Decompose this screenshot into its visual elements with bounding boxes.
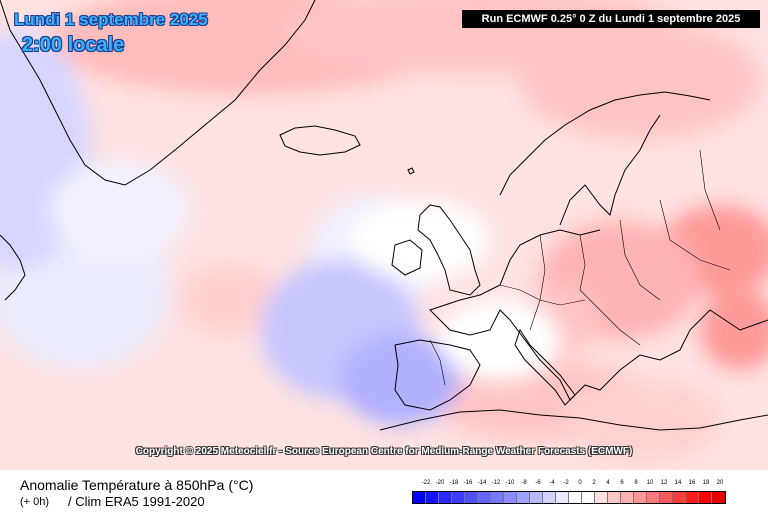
anomaly-field: [0, 0, 768, 460]
legend-label: -14: [477, 480, 487, 486]
north-africa-coast: [379, 409, 768, 431]
iberia-coast: [394, 339, 481, 411]
legend-swatch: [608, 492, 621, 503]
legend-swatch: [517, 492, 530, 503]
legend-swatch: [413, 492, 426, 503]
legend-swatch: [712, 492, 725, 503]
legend-label: 20: [716, 480, 724, 486]
iceland-coast: [279, 125, 361, 156]
legend-label: 2: [592, 480, 596, 486]
legend-label: 14: [674, 480, 682, 486]
legend-label: 18: [702, 480, 710, 486]
legend-label: -18: [449, 480, 459, 486]
map-canvas: [0, 0, 768, 470]
legend-labels: -22 -20 -18 -16 -14 -12 -10 -8 -6 -4 -2 0 2 4 6 8 10 12 14…: [412, 480, 752, 490]
legend-label: -4: [549, 480, 555, 486]
continental-coast: [429, 229, 768, 401]
legend-swatch: [426, 492, 439, 503]
legend-label: 0: [578, 480, 582, 486]
legend-label: 16: [688, 480, 696, 486]
legend-swatch: [595, 492, 608, 503]
ireland-coast: [391, 239, 423, 276]
forecast-date: Lundi 1 septembre 2025: [14, 10, 208, 29]
legend-label: -6: [535, 480, 541, 486]
footer: Anomalie Température à 850hPa (°C) (+ 0h…: [0, 470, 768, 512]
climatology-label: / Clim ERA5 1991-2020: [68, 494, 205, 509]
map-title: Anomalie Température à 850hPa (°C): [20, 477, 254, 493]
legend-label: -16: [463, 480, 473, 486]
legend-label: 10: [646, 480, 654, 486]
copyright-notice: Copyright © 2025 Meteociel.fr - Source E…: [135, 446, 633, 457]
legend-label: 12: [660, 480, 668, 486]
legend-swatch: [452, 492, 465, 503]
legend-swatch: [543, 492, 556, 503]
legend-label: 8: [634, 480, 638, 486]
run-info: Run ECMWF 0.25° 0 Z du Lundi 1 septembre…: [462, 10, 760, 28]
legend-label: 6: [620, 480, 624, 486]
legend-swatch: [647, 492, 660, 503]
legend-label: 4: [606, 480, 610, 486]
legend-label: -2: [563, 480, 569, 486]
scandinavia-coast: [499, 91, 711, 226]
legend-label: -8: [521, 480, 527, 486]
legend-label: -10: [505, 480, 515, 486]
legend-swatch: [465, 492, 478, 503]
legend-swatch: [439, 492, 452, 503]
faroe-coast: [407, 167, 415, 175]
legend-label: -12: [491, 480, 501, 486]
legend-swatch: [478, 492, 491, 503]
legend-swatch: [621, 492, 634, 503]
great-britain-coast: [417, 204, 481, 296]
anomaly-map: Lundi 1 septembre 2025 2:00 locale Run E…: [0, 0, 768, 470]
legend-swatch: [673, 492, 686, 503]
legend-swatch: [556, 492, 569, 503]
legend-swatch: [634, 492, 647, 503]
coastlines: [0, 0, 768, 431]
greenland-coast: [0, 0, 316, 186]
country-borders: [429, 149, 731, 386]
legend-swatch: [699, 492, 712, 503]
legend-swatch: [491, 492, 504, 503]
local-time: 2:00 locale: [22, 34, 125, 56]
legend-label: -22: [421, 480, 431, 486]
legend-swatch: [504, 492, 517, 503]
legend-label: -20: [435, 480, 445, 486]
legend-swatch: [582, 492, 595, 503]
color-legend: [412, 491, 726, 504]
canada-coast: [0, 234, 26, 301]
italy-coast: [514, 328, 576, 406]
legend-swatch: [660, 492, 673, 503]
legend-swatch: [569, 492, 582, 503]
legend-swatch: [530, 492, 543, 503]
forecast-hour: (+ 0h): [20, 496, 50, 508]
legend-swatch: [686, 492, 699, 503]
